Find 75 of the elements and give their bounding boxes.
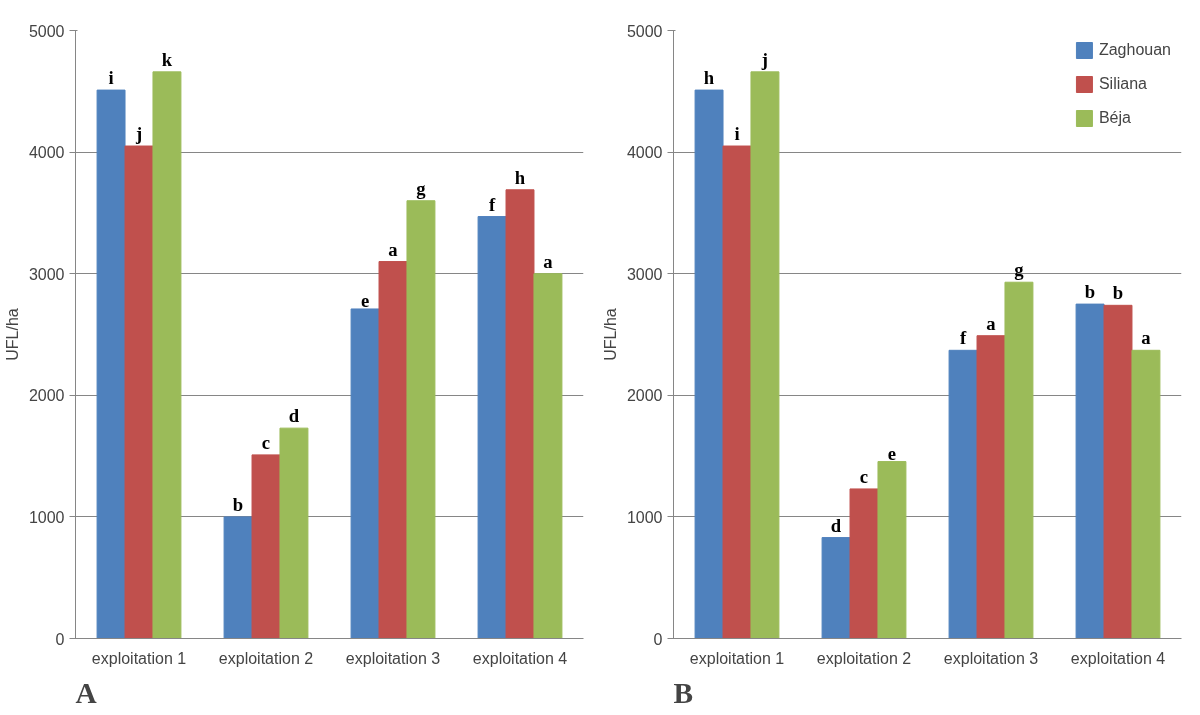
- data-label: a: [388, 238, 399, 260]
- bar: [350, 308, 380, 639]
- data-label: j: [134, 123, 143, 145]
- bar: [821, 537, 851, 639]
- data-label: b: [1112, 282, 1124, 304]
- bar: [1075, 303, 1105, 639]
- y-tick-label: 5000: [28, 22, 65, 40]
- bar: [251, 454, 281, 639]
- y-axis-title: UFL/ha: [601, 308, 619, 361]
- x-tick-label: exploitation 1: [91, 649, 187, 667]
- y-tick-label: 1000: [28, 508, 65, 526]
- x-tick-label: exploitation 4: [472, 649, 568, 667]
- y-tick-label: 4000: [626, 144, 663, 162]
- data-label: a: [543, 250, 554, 272]
- data-label: e: [360, 289, 370, 311]
- y-tick-label: 3000: [28, 265, 65, 283]
- data-label: h: [514, 166, 526, 188]
- bar: [1103, 304, 1133, 639]
- data-label: a: [1141, 327, 1152, 349]
- bar: [406, 200, 436, 639]
- bar: [1131, 349, 1161, 639]
- bar: [477, 216, 507, 639]
- y-tick-label: 2000: [626, 387, 663, 405]
- data-label: k: [161, 48, 173, 70]
- data-label: a: [986, 312, 997, 334]
- bar: [223, 516, 253, 639]
- data-label: h: [703, 67, 715, 89]
- bar: [694, 89, 724, 639]
- legend-label: Zaghouan: [1098, 41, 1171, 59]
- bar: [124, 145, 154, 639]
- y-tick-label: 3000: [626, 265, 663, 283]
- bar: [849, 488, 879, 639]
- y-tick-label: 1000: [626, 508, 663, 526]
- data-label: b: [1084, 281, 1096, 303]
- data-label: i: [734, 123, 740, 145]
- x-tick-label: exploitation 3: [345, 649, 441, 667]
- x-tick-label: exploitation 3: [943, 649, 1039, 667]
- data-label: c: [261, 431, 271, 453]
- legend-label: Siliana: [1098, 75, 1147, 93]
- bar: [533, 273, 563, 639]
- bar: [877, 461, 907, 639]
- y-tick-label: 0: [653, 630, 663, 648]
- data-label: e: [887, 442, 897, 464]
- bar: [279, 427, 309, 639]
- x-tick-label: exploitation 2: [218, 649, 314, 667]
- bar: [505, 189, 535, 639]
- x-tick-label: exploitation 1: [689, 649, 785, 667]
- bar: [750, 71, 780, 639]
- bar: [722, 145, 752, 639]
- bar: [948, 349, 978, 639]
- x-tick-label: exploitation 2: [816, 649, 912, 667]
- data-label: g: [1014, 259, 1025, 281]
- bar: [378, 261, 408, 639]
- data-label: i: [108, 67, 114, 89]
- text: A: [75, 676, 97, 709]
- y-tick-label: 0: [55, 630, 65, 648]
- bar: [152, 71, 182, 639]
- bar: [1004, 281, 1034, 639]
- y-axis-title: UFL/ha: [3, 308, 21, 361]
- legend-label: Béja: [1098, 109, 1131, 127]
- y-tick-label: 5000: [626, 22, 663, 40]
- data-label: d: [288, 405, 300, 427]
- y-tick-label: 4000: [28, 144, 65, 162]
- data-label: f: [959, 327, 967, 349]
- data-label: f: [488, 193, 496, 215]
- text: B: [673, 676, 694, 709]
- bar: [976, 335, 1006, 639]
- data-label: g: [416, 177, 427, 199]
- data-label: d: [830, 514, 842, 536]
- bar: [96, 89, 126, 639]
- x-tick-label: exploitation 4: [1070, 649, 1166, 667]
- y-tick-label: 2000: [28, 387, 65, 405]
- data-label: c: [859, 465, 869, 487]
- data-label: b: [232, 493, 244, 515]
- data-label: j: [760, 48, 769, 70]
